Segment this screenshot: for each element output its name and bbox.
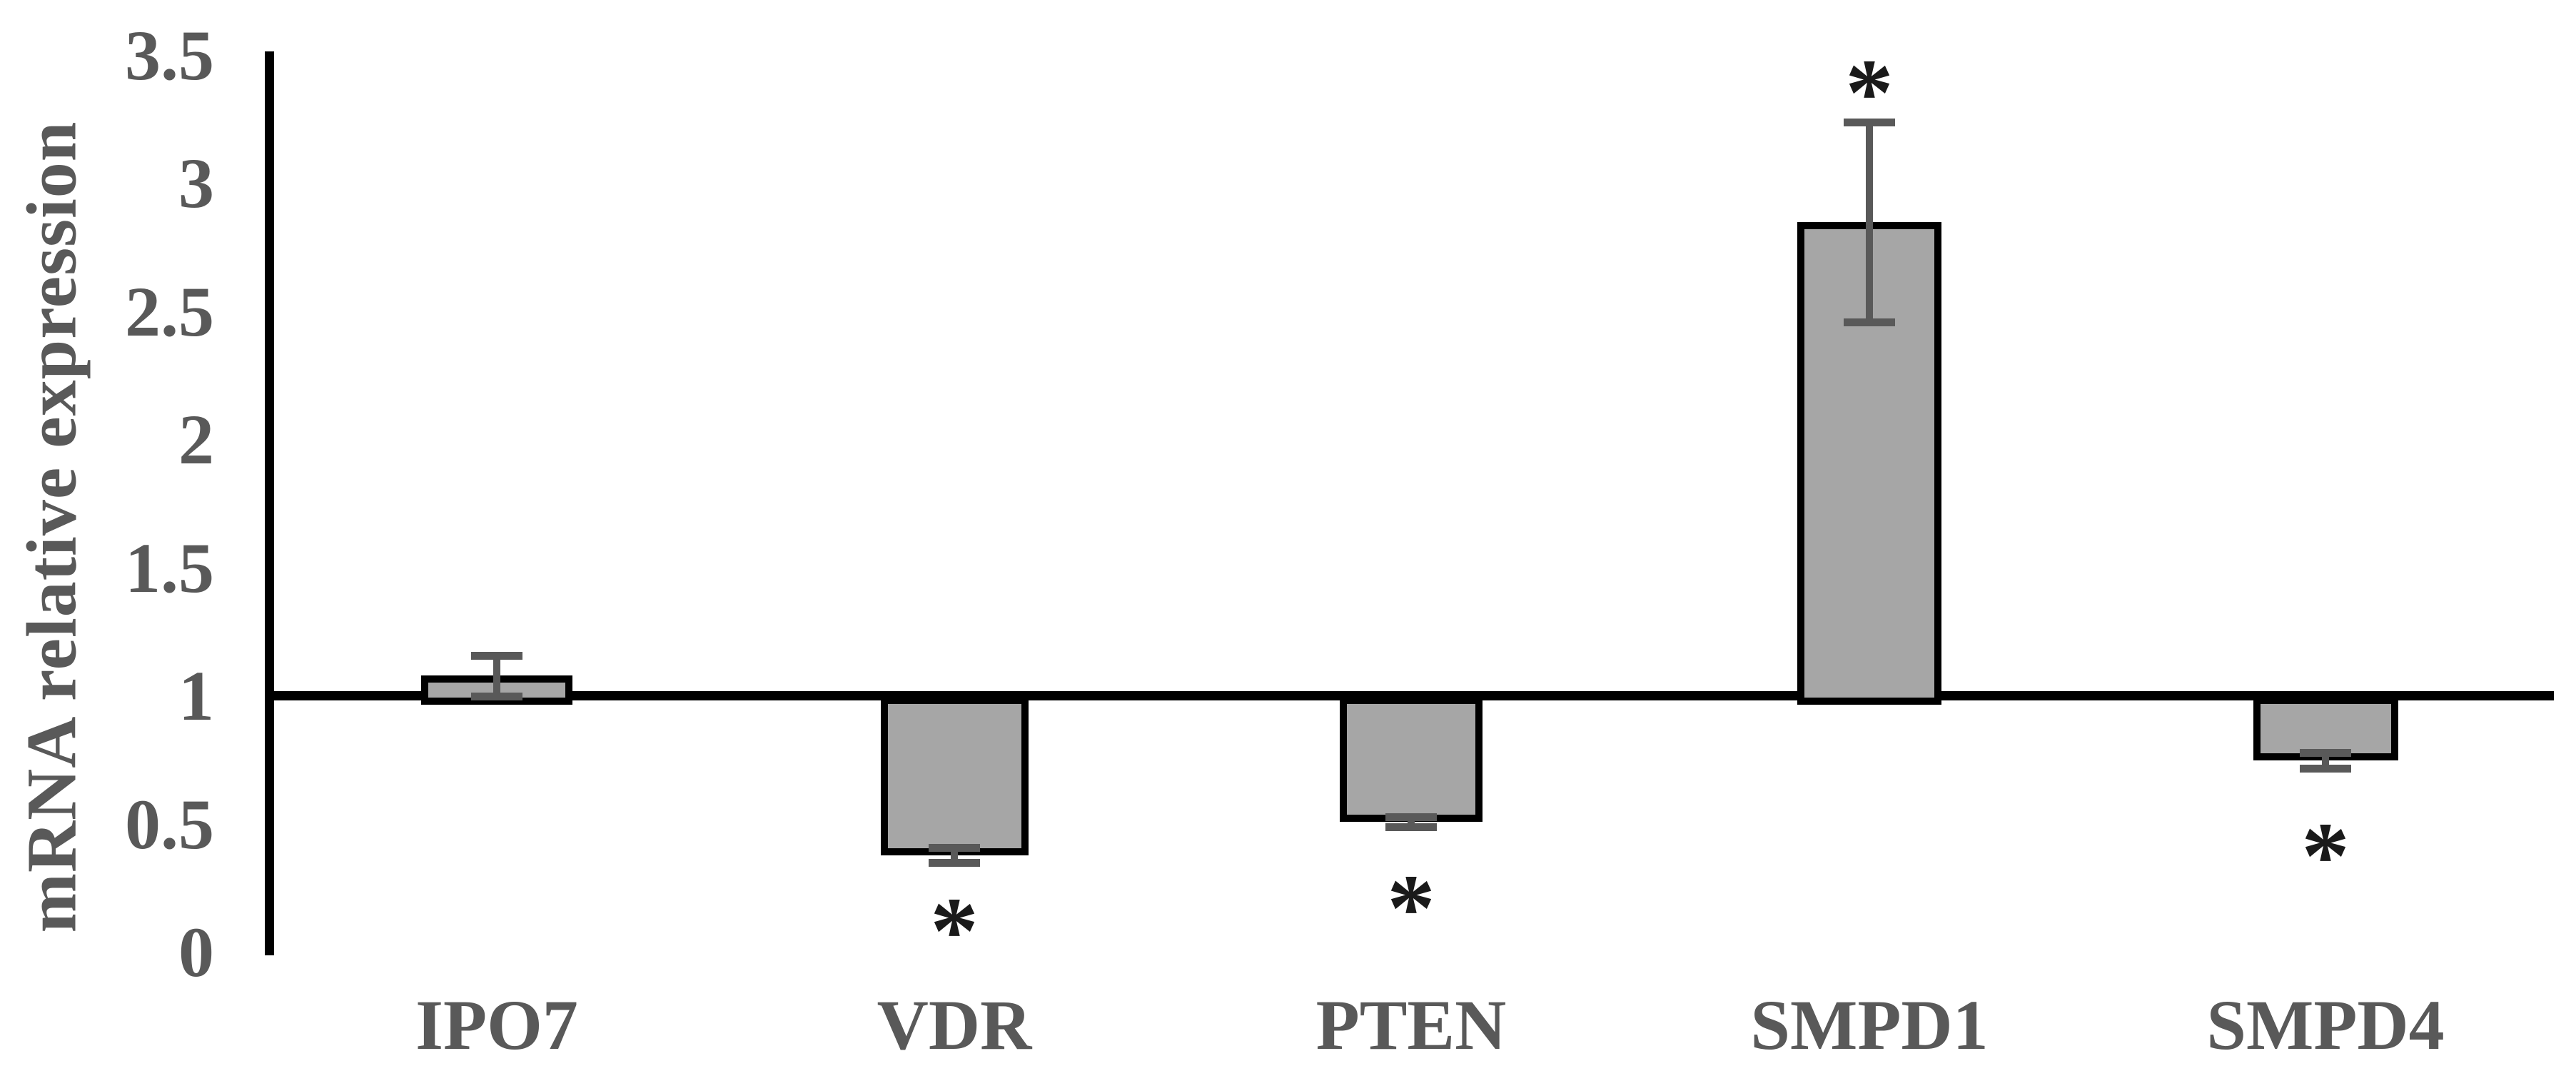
baseline-at-1: [265, 691, 2554, 700]
y-tick-label-3: 3: [178, 144, 214, 223]
significance-asterisk-smpd4: *: [2301, 803, 2350, 910]
error-bar-cap-top-smpd1: [1844, 118, 1895, 126]
error-bar-stem-vdr: [951, 847, 958, 863]
significance-asterisk-pten: *: [1387, 855, 1435, 962]
x-label-pten: PTEN: [1315, 985, 1507, 1065]
y-tick-label-0: 0: [178, 912, 214, 992]
y-tick-label-1.5: 1.5: [125, 528, 214, 608]
error-bar-cap-bottom-vdr: [929, 859, 980, 868]
error-bar-stem-ipo7: [493, 655, 500, 696]
error-bar-stem-pten: [1408, 816, 1415, 828]
x-label-vdr: VDR: [877, 985, 1032, 1065]
y-tick-label-0.5: 0.5: [125, 784, 214, 864]
significance-asterisk-smpd1: *: [1845, 40, 1894, 146]
error-bar-cap-bottom-pten: [1385, 823, 1437, 832]
significance-asterisk-vdr: *: [930, 878, 979, 985]
bar-vdr: [880, 697, 1029, 855]
y-tick-label-3.5: 3.5: [125, 15, 214, 95]
x-label-ipo7: IPO7: [415, 985, 578, 1065]
error-bar-cap-bottom-smpd4: [2300, 764, 2351, 773]
error-bar-stem-smpd1: [1866, 121, 1873, 322]
x-label-smpd4: SMPD4: [2206, 985, 2445, 1065]
error-bar-stem-smpd4: [2322, 752, 2329, 768]
y-axis-line: [265, 51, 274, 955]
y-tick-label-1: 1: [178, 656, 214, 735]
x-label-smpd1: SMPD1: [1750, 985, 1989, 1065]
error-bar-cap-top-pten: [1385, 813, 1437, 821]
error-bar-cap-top-vdr: [929, 843, 980, 852]
y-tick-label-2.5: 2.5: [125, 271, 214, 351]
error-bar-cap-bottom-smpd1: [1844, 318, 1895, 326]
error-bar-cap-top-smpd4: [2300, 748, 2351, 757]
y-tick-label-2: 2: [178, 400, 214, 479]
error-bar-cap-top-ipo7: [471, 651, 522, 660]
bar-pten: [1340, 697, 1483, 822]
error-bar-cap-bottom-ipo7: [471, 693, 522, 700]
